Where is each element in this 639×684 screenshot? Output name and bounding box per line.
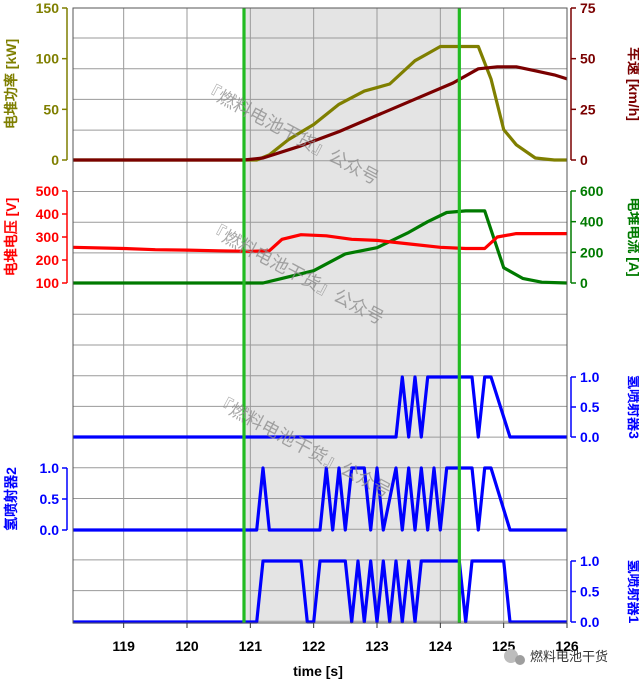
series-injector-3-0	[73, 375, 567, 439]
wechat-icon-small	[515, 655, 525, 665]
axis-tick-label-injector-2: 1.0	[40, 460, 60, 476]
axis-label-power-speed-right: 车速 [km/h]	[626, 47, 639, 121]
axis-tick-label-current-voltage: 100	[36, 275, 60, 291]
x-axis: 119 120 121 122 123 124 125 126	[112, 623, 579, 654]
series-injector-2-0	[73, 466, 567, 532]
marker-lines	[242, 8, 461, 623]
series-power-speed-1	[73, 65, 568, 162]
axis-tick-label-power-speed: 150	[36, 0, 60, 16]
axes-layer: 0 50 100 150 电堆功率 [kW] 0 25 50 75 车速 [km/h] 100 200…	[3, 0, 639, 630]
x-tick-label: 122	[302, 638, 326, 654]
brand-badge: 燃料电池干货	[504, 649, 608, 665]
axis-label-current-voltage-left: 电堆电压 [V]	[3, 198, 19, 277]
axis-tick-label-current-voltage: 400	[36, 206, 60, 222]
axis-tick-label-power-speed: 100	[36, 51, 60, 67]
axis-label-current-voltage-right: 电堆电流 [A]	[626, 197, 639, 276]
axis-label-injector-3-right: 氢喷射器3	[626, 375, 639, 439]
axis-label-power-speed-left: 电堆功率 [kW]	[3, 39, 19, 129]
axis-tick-label-injector-3: 1.0	[580, 369, 600, 385]
wechat-icon	[504, 649, 518, 663]
axis-tick-label-power-speed: 0	[51, 152, 59, 168]
axis-label-injector-1-right: 氢喷射器1	[626, 560, 639, 624]
x-tick-label: 123	[365, 638, 389, 654]
brand-text: 燃料电池干货	[530, 649, 608, 665]
axis-tick-label-injector-2: 0.0	[40, 522, 60, 538]
axis-tick-label-injector-1: 0.0	[580, 614, 600, 630]
axis-tick-label-injector-3: 0.0	[580, 429, 600, 445]
axis-tick-label-power-speed: 50	[43, 101, 59, 117]
axis-tick-label-power-speed: 25	[580, 101, 596, 117]
series-injector-1-0	[73, 559, 567, 624]
x-tick-label: 124	[429, 638, 453, 654]
x-tick-label: 120	[175, 638, 199, 654]
axis-tick-label-injector-3: 0.5	[580, 399, 600, 415]
axis-tick-label-current-voltage: 300	[36, 229, 60, 245]
axis-tick-label-injector-1: 0.5	[580, 584, 600, 600]
axis-tick-label-current-voltage: 200	[36, 252, 60, 268]
series-power-speed-0	[73, 44, 567, 162]
series-current-voltage-0	[73, 209, 568, 285]
axis-tick-label-current-voltage: 600	[580, 183, 604, 199]
axis-tick-label-current-voltage: 0	[580, 275, 588, 291]
axis-label-injector-2-left: 氢喷射器2	[3, 467, 19, 531]
x-tick-label: 119	[112, 638, 135, 654]
axis-tick-label-current-voltage: 400	[580, 214, 604, 230]
axis-tick-label-power-speed: 75	[580, 0, 596, 16]
axis-tick-label-power-speed: 50	[580, 51, 596, 67]
series-current-voltage-1	[72, 232, 567, 253]
highlight-region	[244, 8, 460, 623]
x-tick-label: 121	[239, 638, 263, 654]
axis-tick-label-current-voltage: 200	[580, 244, 604, 260]
plot-frame	[72, 7, 568, 624]
x-tick-label: 126	[555, 638, 579, 654]
series-layer	[72, 44, 568, 624]
x-axis-label: time [s]	[293, 663, 343, 679]
axis-tick-label-current-voltage: 500	[36, 183, 60, 199]
axis-tick-label-injector-1: 1.0	[580, 553, 600, 569]
axis-tick-label-power-speed: 0	[580, 152, 588, 168]
axis-tick-label-injector-2: 0.5	[40, 491, 60, 507]
